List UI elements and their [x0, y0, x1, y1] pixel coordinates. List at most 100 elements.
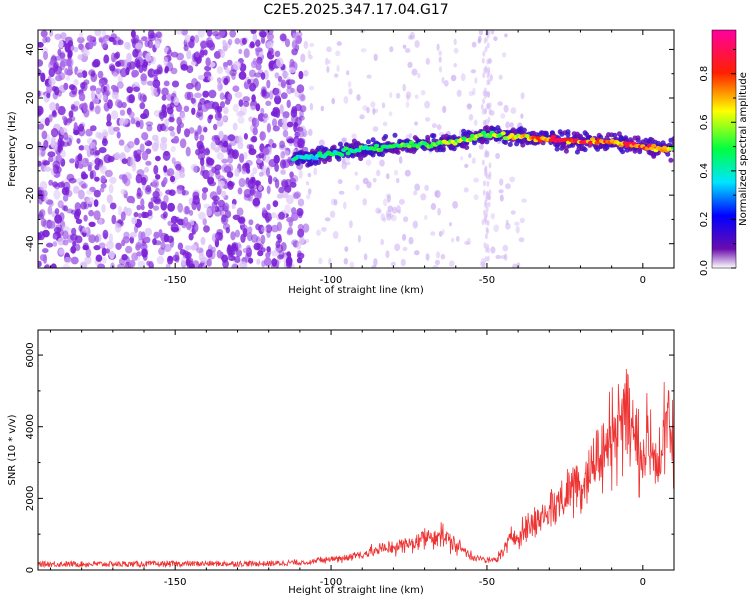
noise-blob — [91, 60, 100, 68]
noise-blob — [82, 102, 88, 112]
noise-blob — [242, 228, 248, 238]
ridge-point — [356, 148, 362, 153]
noise-blob — [487, 58, 491, 64]
noise-blob — [143, 166, 150, 173]
noise-blob — [205, 249, 213, 258]
noise-blob — [231, 203, 236, 209]
noise-blob — [105, 83, 110, 92]
noise-blob — [174, 170, 182, 180]
ridge-point — [550, 135, 556, 140]
noise-blob — [155, 155, 161, 162]
spectrogram-x-label: Height of straight line (km) — [288, 285, 424, 296]
noise-blob — [438, 50, 443, 56]
noise-blob — [509, 176, 515, 183]
noise-blob — [206, 30, 213, 37]
noise-blob — [229, 30, 237, 38]
noise-blob — [463, 187, 469, 193]
noise-blob — [359, 114, 365, 120]
noise-blob — [389, 46, 394, 53]
noise-blob — [365, 159, 372, 166]
noise-blob — [93, 245, 101, 251]
noise-blob — [114, 223, 122, 233]
noise-blob — [192, 195, 200, 206]
noise-blob — [132, 48, 139, 58]
noise-blob — [266, 185, 271, 195]
noise-blob — [483, 107, 487, 114]
noise-blob — [50, 263, 57, 268]
noise-blob — [398, 156, 403, 164]
noise-blob — [219, 30, 225, 38]
noise-blob — [295, 31, 303, 38]
y-tick-label: 40 — [25, 43, 36, 56]
noise-blob — [248, 144, 255, 152]
noise-blob — [234, 91, 243, 99]
noise-blob — [117, 75, 123, 84]
noise-blob — [154, 138, 160, 148]
noise-blob — [141, 150, 149, 161]
noise-blob — [272, 125, 280, 132]
noise-blob — [370, 101, 376, 108]
noise-blob — [388, 111, 393, 117]
noise-blob — [39, 181, 48, 191]
noise-blob — [60, 32, 67, 40]
noise-blob — [202, 90, 210, 98]
noise-blob — [243, 100, 250, 108]
noise-blob — [329, 210, 336, 218]
noise-blob — [318, 139, 325, 146]
noise-blob — [183, 205, 191, 215]
noise-blob — [239, 261, 248, 268]
noise-blob — [179, 249, 187, 256]
noise-blob — [89, 170, 94, 180]
noise-blob — [138, 231, 143, 241]
noise-blob — [66, 173, 75, 181]
noise-blob — [442, 105, 447, 114]
noise-blob — [121, 101, 127, 109]
noise-blob — [482, 189, 486, 196]
ridge-halo — [563, 148, 569, 154]
noise-blob — [167, 220, 173, 226]
noise-blob — [153, 165, 159, 175]
y-tick-label: 2000 — [25, 486, 36, 511]
noise-blob — [237, 142, 244, 150]
noise-blob — [238, 216, 246, 225]
noise-blob — [286, 229, 293, 236]
ridge-halo — [366, 139, 371, 145]
noise-blob — [43, 139, 49, 149]
noise-blob — [78, 43, 84, 50]
noise-blob — [199, 49, 205, 58]
noise-blob — [260, 72, 266, 80]
noise-blob — [83, 214, 88, 222]
noise-blob — [249, 105, 256, 111]
ridge-halo — [671, 136, 674, 142]
noise-blob — [58, 72, 66, 81]
noise-blob — [371, 264, 377, 268]
noise-blob — [58, 39, 64, 49]
noise-blob — [88, 221, 96, 227]
noise-blob — [98, 242, 106, 249]
noise-blob — [451, 237, 455, 243]
ridge-halo — [503, 140, 509, 145]
noise-blob — [141, 176, 147, 186]
noise-blob — [180, 112, 186, 121]
noise-blob — [214, 209, 222, 217]
noise-blob — [98, 147, 107, 154]
noise-blob — [66, 208, 74, 214]
noise-blob — [119, 109, 126, 116]
ridge-point — [374, 143, 380, 148]
noise-blob — [303, 40, 309, 50]
noise-blob — [41, 130, 48, 140]
noise-blob — [281, 71, 289, 78]
noise-blob — [97, 263, 105, 268]
noise-blob — [125, 207, 132, 217]
noise-blob — [414, 40, 420, 48]
noise-blob — [307, 50, 311, 57]
noise-blob — [502, 244, 509, 252]
noise-blob — [72, 240, 77, 247]
noise-blob — [72, 185, 80, 194]
colorbar-tick-label: 0.2 — [699, 211, 710, 227]
noise-blob — [477, 38, 481, 44]
x-tick-label: 0 — [640, 577, 646, 588]
noise-blob — [68, 110, 74, 118]
noise-blob — [252, 167, 258, 175]
noise-blob — [132, 38, 137, 49]
